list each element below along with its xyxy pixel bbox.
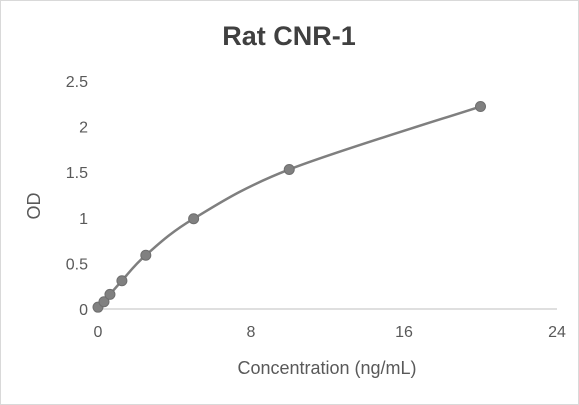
x-tick-label: 0 (94, 324, 103, 341)
data-point (188, 213, 200, 225)
data-points (92, 101, 486, 313)
data-point (475, 101, 486, 113)
y-tick-label: 1.5 (66, 165, 88, 182)
y-axis-ticks: 0 0.5 1 1.5 2 2.5 (66, 74, 88, 319)
data-point (98, 296, 110, 308)
x-tick-label: 16 (395, 324, 413, 341)
data-point (116, 275, 128, 287)
x-tick-label: 8 (247, 324, 256, 341)
data-point (283, 163, 295, 175)
y-tick-label: 0.5 (66, 256, 88, 273)
data-point (140, 249, 152, 261)
series-curve (97, 105, 481, 309)
chart-title: Rat CNR-1 (222, 21, 356, 51)
x-axis-ticks: 0 8 16 24 (94, 324, 566, 341)
y-tick-label: 0 (79, 302, 88, 319)
x-axis-label: Concentration (ng/mL) (237, 358, 416, 378)
x-tick-label: 24 (548, 324, 566, 341)
y-axis-label: OD (24, 192, 44, 219)
y-tick-label: 2 (79, 120, 88, 137)
data-point (104, 288, 116, 300)
y-tick-label: 1 (79, 211, 88, 228)
y-tick-label: 2.5 (66, 74, 88, 91)
